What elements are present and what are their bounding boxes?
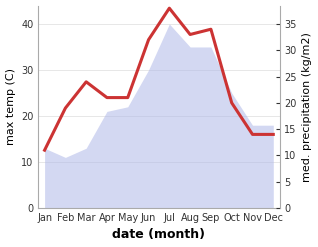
Y-axis label: med. precipitation (kg/m2): med. precipitation (kg/m2) xyxy=(302,32,313,182)
X-axis label: date (month): date (month) xyxy=(113,228,205,242)
Y-axis label: max temp (C): max temp (C) xyxy=(5,68,16,145)
